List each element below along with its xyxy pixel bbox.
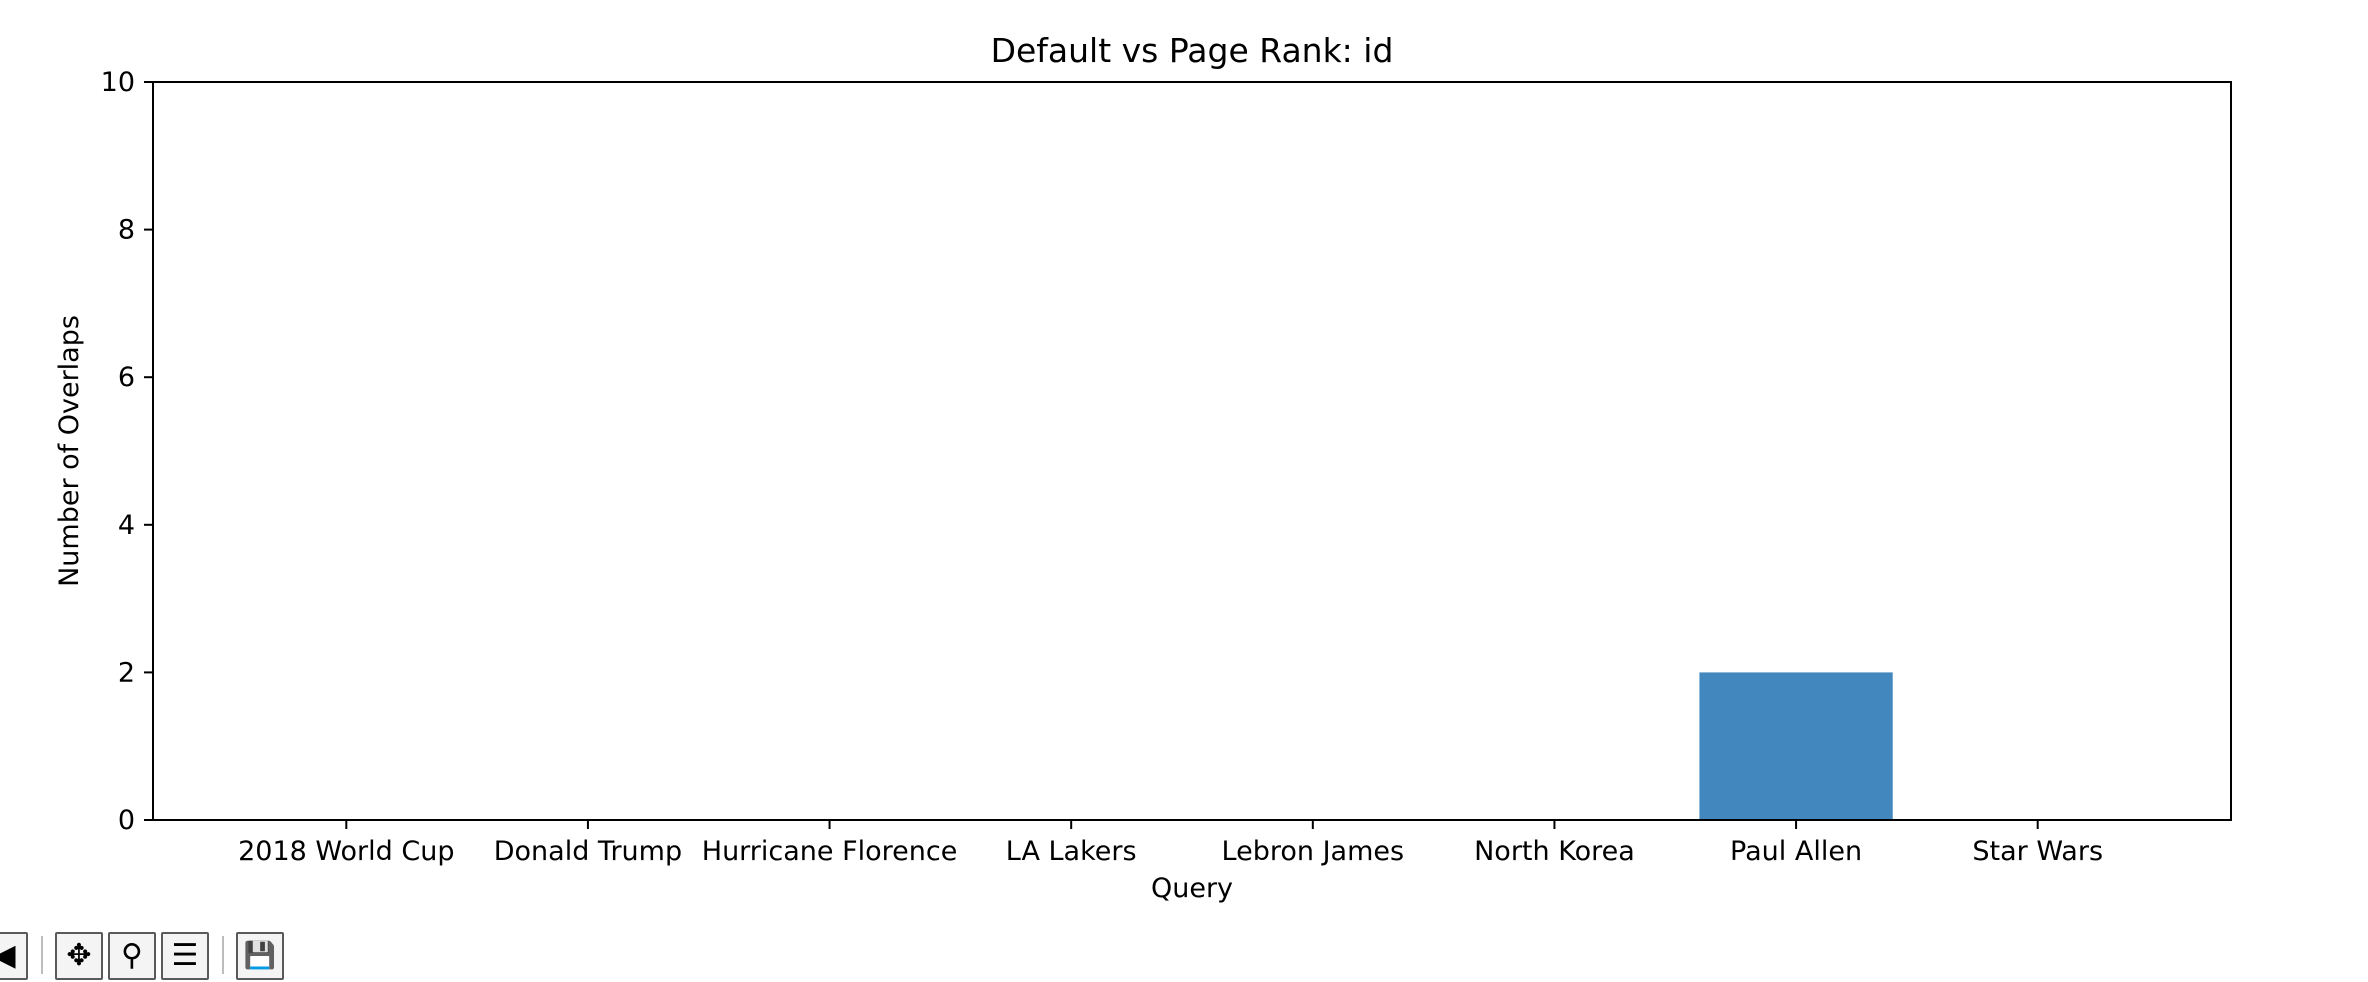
toolbar-separator <box>41 936 43 974</box>
save-icon: 💾 <box>243 941 277 971</box>
configure-subplots-button[interactable]: ☰ <box>161 932 209 980</box>
y-tick-label: 6 <box>118 362 135 393</box>
y-tick-label: 2 <box>118 657 135 688</box>
y-axis-label: Number of Overlaps <box>54 315 85 587</box>
y-tick-label: 4 <box>118 510 135 541</box>
zoom-button[interactable]: ⚲ <box>108 932 156 980</box>
bars-group <box>1699 672 1893 820</box>
chart-title: Default vs Page Rank: id <box>991 31 1394 70</box>
y-tick-label: 8 <box>118 215 135 246</box>
save-button[interactable]: 💾 <box>236 932 284 980</box>
x-tick-label: LA Lakers <box>1006 836 1137 867</box>
x-tick-label: Lebron James <box>1222 836 1405 867</box>
back-button[interactable]: ◀ <box>0 932 28 980</box>
x-axis: 2018 World Cup Donald Trump Hurricane Flor… <box>238 820 2103 867</box>
back-icon: ◀ <box>0 938 16 973</box>
x-tick-label: Hurricane Florence <box>702 836 958 867</box>
x-tick-label: Donald Trump <box>494 836 682 867</box>
configure-subplots-icon: ☰ <box>171 938 199 973</box>
zoom-icon: ⚲ <box>121 938 143 973</box>
pan-icon: ✥ <box>66 938 92 973</box>
pan-button[interactable]: ✥ <box>55 932 103 980</box>
plot-frame <box>152 81 2232 821</box>
y-tick-label: 0 <box>118 805 135 836</box>
y-tick-label: 10 <box>101 67 135 98</box>
bar-paul-allen <box>1699 672 1893 820</box>
bar-chart: Default vs Page Rank: id 0 2 4 6 8 10 2018 Wo… <box>54 31 2232 904</box>
x-tick-label: Star Wars <box>1972 836 2103 867</box>
x-tick-label: Paul Allen <box>1730 836 1862 867</box>
toolbar-separator <box>222 936 224 974</box>
x-tick-label: 2018 World Cup <box>238 836 454 867</box>
navigation-toolbar: ◀ ✥ ⚲ ☰ 💾 <box>0 932 289 982</box>
y-axis: 0 2 4 6 8 10 <box>101 67 153 836</box>
x-axis-label: Query <box>1151 873 1233 904</box>
x-tick-label: North Korea <box>1474 836 1635 867</box>
